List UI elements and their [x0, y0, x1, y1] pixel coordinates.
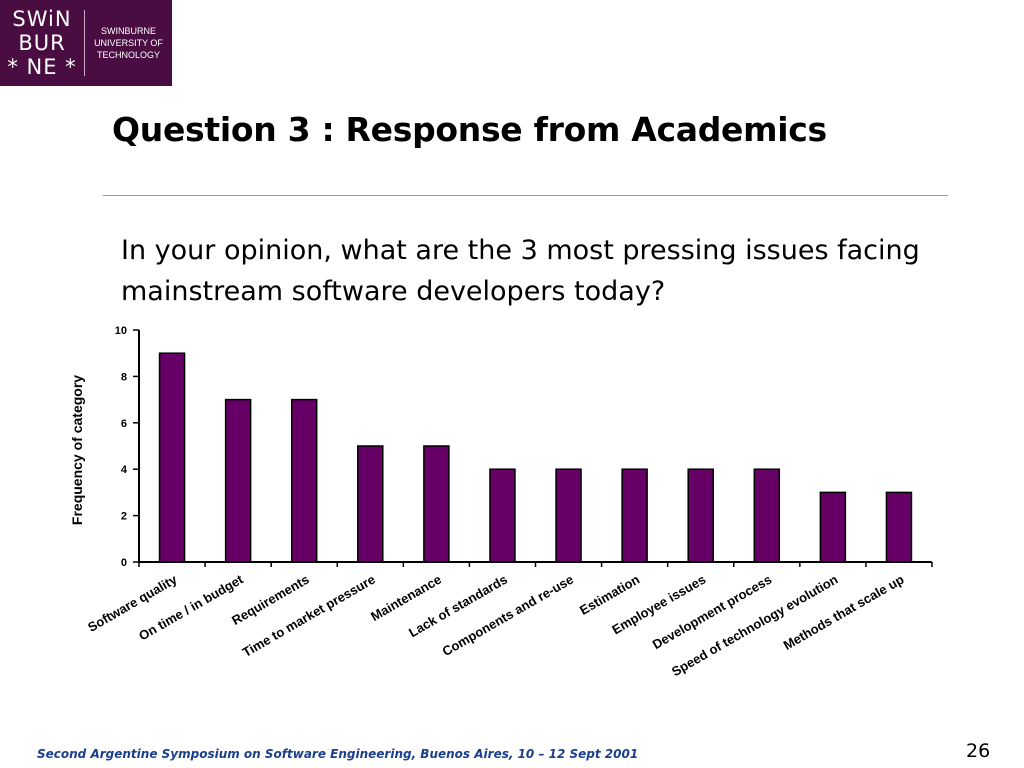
logo-text: SWINBURNE UNIVERSITY OF TECHNOLOGY — [94, 26, 163, 60]
footer-text: Second Argentine Symposium on Software E… — [37, 747, 639, 761]
y-tick-label: 2 — [121, 511, 127, 523]
bar-chart: Frequency of category 0 2 4 6 8 10 Software q… — [69, 325, 933, 679]
bar — [885, 491, 913, 563]
y-tick-label: 6 — [121, 418, 127, 430]
page-number: 26 — [966, 740, 991, 762]
y-axis-label: Frequency of category — [69, 375, 85, 525]
bars — [158, 352, 913, 563]
bar — [158, 352, 186, 563]
bar — [687, 468, 714, 563]
slide-title: Question 3 : Response from Academics — [112, 110, 827, 149]
bar — [753, 468, 781, 563]
logo-divider — [84, 10, 85, 76]
bar — [621, 468, 648, 563]
logo-mark-line-2: BUR — [18, 31, 66, 55]
bar — [819, 491, 847, 563]
university-logo: SWiN BUR * NE * SWINBURNE UNIVERSITY OF … — [0, 0, 172, 86]
bar — [357, 445, 384, 563]
title-divider — [103, 195, 948, 196]
y-tick-label: 4 — [121, 464, 128, 476]
bar — [224, 398, 252, 563]
x-tick-label: Methods that scale up — [781, 572, 907, 653]
bar — [423, 445, 450, 563]
question-text: In your opinion, what are the 3 most pre… — [121, 235, 920, 307]
y-tick-label: 0 — [121, 557, 127, 569]
bar — [555, 468, 582, 563]
y-axis: 0 2 4 6 8 10 — [115, 325, 140, 569]
y-tick-label: 8 — [121, 371, 127, 383]
logo-mark: SWiN BUR * NE * — [0, 0, 84, 86]
x-tick-label: Development process — [650, 572, 775, 653]
x-axis — [138, 561, 933, 567]
logo-mark-line-1: SWiN — [12, 7, 72, 31]
bar — [290, 398, 318, 563]
logo-mark-line-3: * NE * — [7, 55, 77, 79]
y-tick-label: 10 — [115, 325, 127, 337]
bar — [489, 468, 516, 563]
